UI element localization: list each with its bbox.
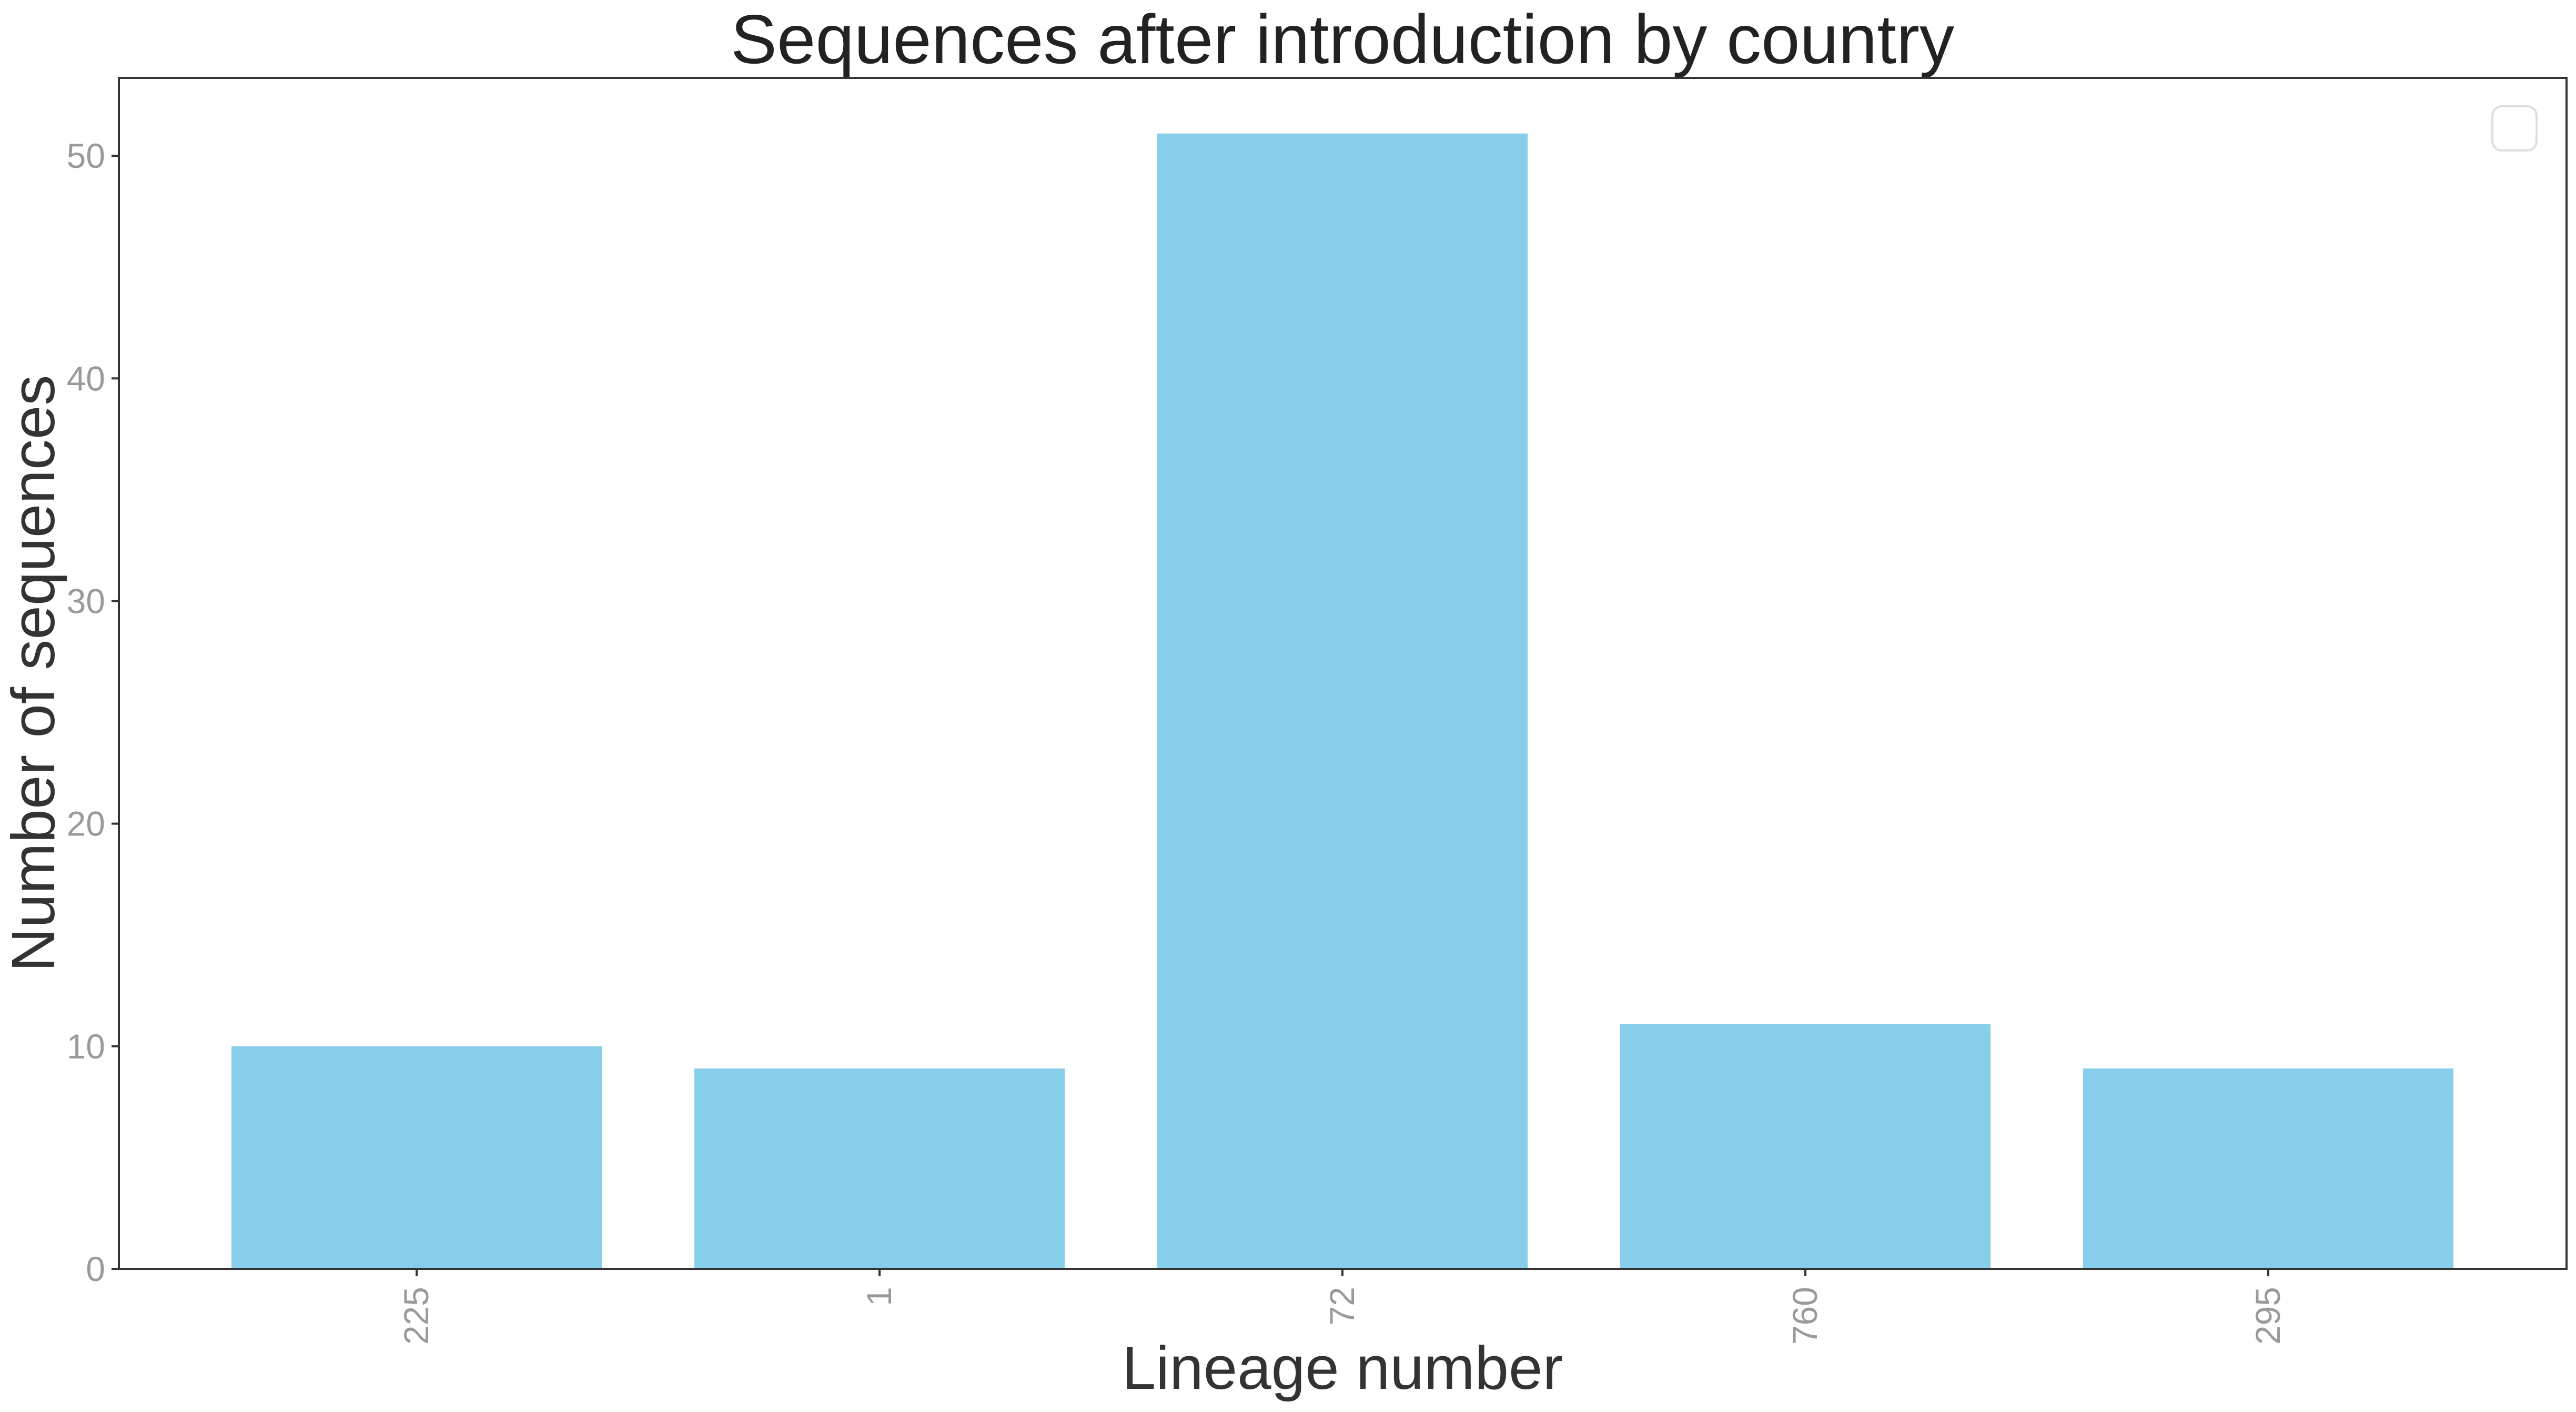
x-tick-label-1: 1 — [860, 1287, 898, 1306]
bar-1 — [694, 1068, 1065, 1269]
x-tick-label-72: 72 — [1322, 1287, 1361, 1325]
bar-72 — [1157, 133, 1528, 1269]
bars-layer — [231, 133, 2453, 1269]
chart-title: Sequences after introduction by country — [731, 1, 1954, 78]
x-tick-label-225: 225 — [397, 1287, 436, 1345]
y-tick-label: 10 — [67, 1027, 105, 1066]
y-tick-label: 50 — [67, 136, 105, 175]
x-tick-label-295: 295 — [2248, 1287, 2287, 1345]
bar-760 — [1620, 1024, 1991, 1269]
y-tick-label: 0 — [86, 1249, 105, 1288]
legend-box — [2491, 105, 2538, 152]
y-tick-label: 30 — [67, 581, 105, 620]
bar-225 — [231, 1046, 602, 1269]
bar-295 — [2083, 1068, 2453, 1269]
x-tick-label-760: 760 — [1785, 1287, 1824, 1345]
y-tick-label: 40 — [67, 359, 105, 398]
y-axis-label: Number of sequences — [0, 375, 67, 972]
x-axis-label: Lineage number — [1122, 1334, 1563, 1402]
x-axis-ticks: 225 1 72 760 295 — [397, 1269, 2287, 1345]
y-tick-label: 20 — [67, 804, 105, 843]
y-axis-ticks: 0 10 20 30 40 50 — [67, 136, 119, 1288]
